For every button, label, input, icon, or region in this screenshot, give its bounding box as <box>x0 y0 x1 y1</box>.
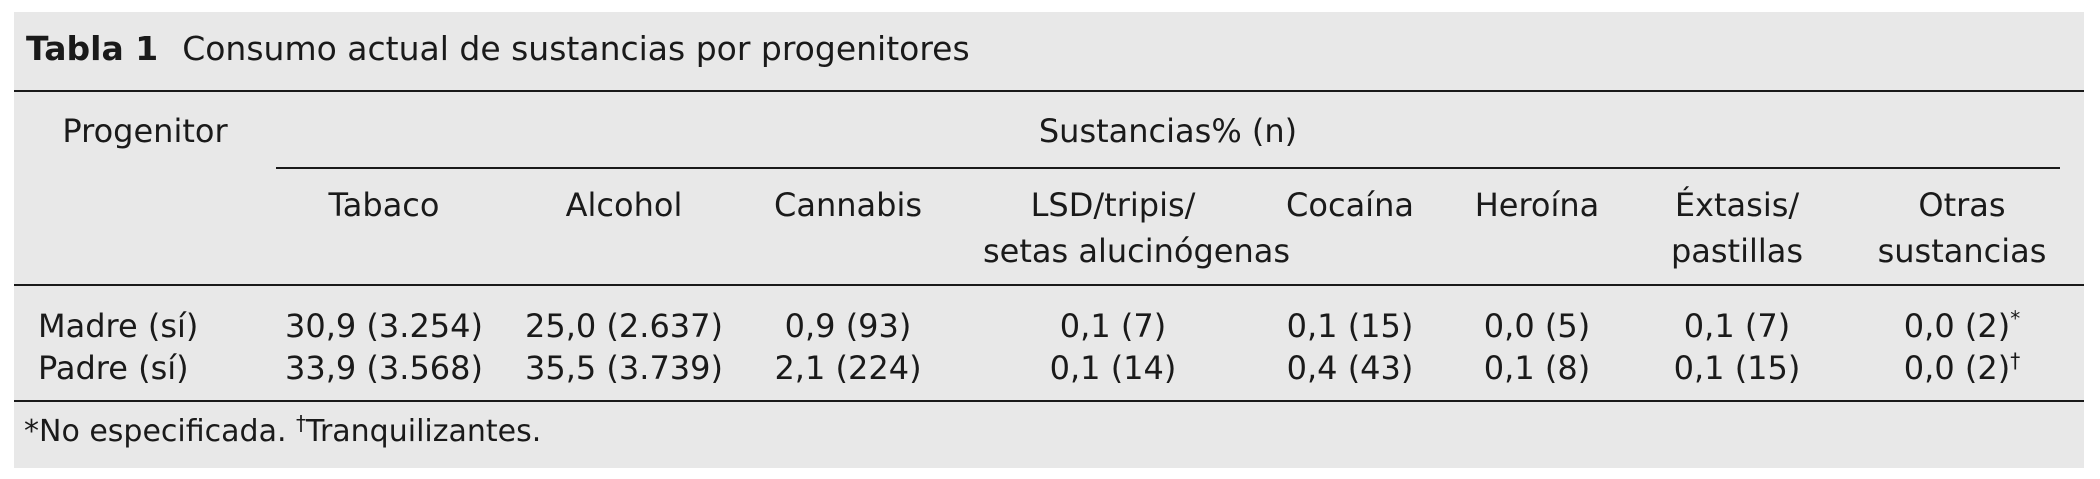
table-cell: 33,9 (3.568) <box>254 345 514 391</box>
row-label: Padre (sí) <box>38 349 189 387</box>
table-cell: 0,0 (5) <box>1407 303 1667 349</box>
column-header-6-line-0: Éxtasis/ <box>1674 186 1800 224</box>
cell-value: 0,1 (7) <box>1059 307 1167 345</box>
column-header-7-line-1: sustancias <box>1877 232 2047 270</box>
table-caption: Tabla 1 Consumo actual de sustancias por … <box>26 24 970 74</box>
column-header-2-line-0: Cannabis <box>774 186 922 224</box>
table-cell: 0,1 (15) <box>1220 303 1480 349</box>
table-cell: 0,1 (15) <box>1607 345 1867 391</box>
row-label: Madre (sí) <box>38 307 199 345</box>
column-header-6-line-1: pastillas <box>1670 232 1804 270</box>
table-cell: 30,9 (3.254) <box>254 303 514 349</box>
table-cell: 0,0 (2)* <box>1832 303 2092 349</box>
table-cell: 0,1 (7) <box>1607 303 1867 349</box>
table-footnote: *No especificada. †Tranquilizantes. <box>24 410 541 454</box>
cell-value: 0,0 (5) <box>1483 307 1591 345</box>
footnote-text-asterisk: No especificada. <box>39 414 297 449</box>
row-header-progenitor: Progenitor <box>62 112 228 150</box>
table-cell: 2,1 (224) <box>718 345 978 391</box>
table-cell: 0,4 (43) <box>1220 345 1480 391</box>
column-header-3-line-1: setas alucinógenas <box>983 232 1291 270</box>
table-cell: 0,9 (93) <box>718 303 978 349</box>
cell-value: 25,0 (2.637) <box>525 307 723 345</box>
top-rule <box>14 90 2084 92</box>
table-cell: 35,5 (3.739) <box>494 345 754 391</box>
table-cell: 0,1 (7) <box>983 303 1243 349</box>
table-cell: 0,1 (14) <box>983 345 1243 391</box>
cell-value: 33,9 (3.568) <box>285 349 483 387</box>
footnote-mark-dagger: † <box>296 411 307 435</box>
table-title: Consumo actual de sustancias por progeni… <box>182 29 970 68</box>
group-header-sustancias: Sustancias% (n) <box>1038 112 1298 150</box>
cell-footnote-mark: * <box>2010 306 2021 331</box>
cell-value: 30,9 (3.254) <box>285 307 483 345</box>
cell-value: 0,1 (15) <box>1673 349 1801 387</box>
column-header-5-line-0: Heroína <box>1474 186 1600 224</box>
cell-value: 0,1 (8) <box>1483 349 1591 387</box>
column-header-4-line-0: Cocaína <box>1286 186 1414 224</box>
cell-value: 0,1 (14) <box>1049 349 1177 387</box>
table-cell: 25,0 (2.637) <box>494 303 754 349</box>
column-header-0-line-0: Tabaco <box>328 186 440 224</box>
table-label: Tabla 1 <box>26 29 159 68</box>
footnote-text-dagger: Tranquilizantes. <box>306 414 542 449</box>
cell-value: 2,1 (224) <box>774 349 922 387</box>
header-bottom-rule <box>14 284 2084 286</box>
cell-value: 0,0 (2) <box>1903 307 2011 345</box>
table-cell: 0,0 (2)† <box>1832 345 2092 391</box>
group-rule <box>276 167 2060 169</box>
cell-value: 0,1 (7) <box>1683 307 1791 345</box>
table-panel <box>14 12 2084 468</box>
bottom-rule <box>14 400 2084 402</box>
cell-value: 0,1 (15) <box>1286 307 1414 345</box>
table-cell: 0,1 (8) <box>1407 345 1667 391</box>
column-header-7-line-0: Otras <box>1918 186 2006 224</box>
cell-value: 0,0 (2) <box>1903 349 2011 387</box>
cell-value: 0,9 (93) <box>784 307 912 345</box>
cell-footnote-mark: † <box>2010 348 2021 373</box>
cell-value: 0,4 (43) <box>1286 349 1414 387</box>
column-header-1-line-0: Alcohol <box>565 186 683 224</box>
cell-value: 35,5 (3.739) <box>525 349 723 387</box>
footnote-mark-asterisk: * <box>24 414 39 449</box>
column-header-3-line-0: LSD/tripis/ <box>1030 186 1196 224</box>
